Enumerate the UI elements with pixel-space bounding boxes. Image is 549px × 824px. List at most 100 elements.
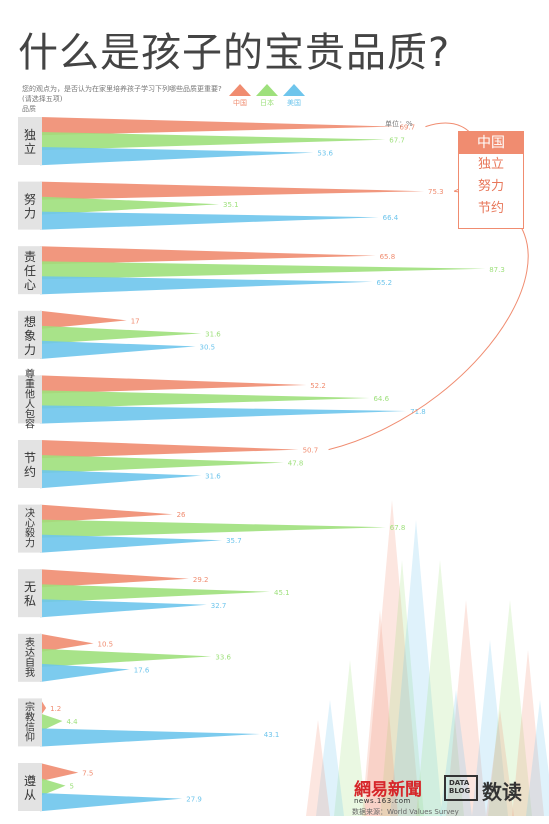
- legend-label: 中国: [233, 98, 247, 107]
- bar: [40, 340, 196, 359]
- value-label: 10.5: [98, 640, 114, 648]
- decorative-spike: [362, 610, 398, 816]
- value-label: 65.2: [377, 279, 393, 287]
- bar: [40, 470, 202, 489]
- value-label: 33.6: [215, 653, 231, 661]
- value-label: 45.1: [274, 589, 290, 597]
- value-label: 65.8: [380, 253, 396, 261]
- decorative-spike: [440, 690, 472, 816]
- question-line-1: 您的观点为，是否认为在家里培养孩子学习下列哪些品质更重要?: [22, 85, 222, 93]
- category-label: 想象力: [24, 314, 36, 357]
- value-label: 26: [177, 511, 186, 519]
- category-label: 遵从: [24, 773, 36, 802]
- value-label: 4.4: [66, 718, 78, 726]
- data-source: 数据来源：World Values Survey: [352, 808, 459, 816]
- bar: [40, 504, 173, 523]
- value-label: 32.7: [211, 602, 227, 610]
- datablog-logo: DATA BLOG: [444, 775, 478, 801]
- category-label-box: [18, 504, 42, 553]
- value-label: 7.5: [82, 770, 93, 778]
- bar: [40, 648, 212, 667]
- value-label: 64.6: [373, 395, 389, 403]
- datablog-line-1: DATA: [449, 779, 470, 787]
- value-label: 29.2: [193, 576, 209, 584]
- decorative-spike: [380, 560, 424, 816]
- value-label: 35.7: [226, 537, 242, 545]
- category-label: 独立: [24, 128, 36, 156]
- category-label-box: [18, 375, 42, 424]
- bar: [40, 569, 189, 588]
- decorative-spike: [486, 710, 514, 816]
- decorative-spike: [334, 660, 366, 816]
- category-label: 尊重他人包容: [25, 367, 35, 430]
- category-label: 决心毅力: [25, 508, 35, 550]
- bar: [40, 778, 66, 797]
- china-top3-box: 中国 独立 努力 节约: [458, 131, 524, 229]
- category-label-box: [18, 763, 42, 811]
- category-label: 表达自我: [25, 636, 35, 679]
- labels-layer: 独立 69.7 67.7 53.6 努力 75.3 35.1 66.4 责任心 65.8 87.3 6…: [18, 117, 505, 811]
- value-label: 67.7: [389, 137, 405, 145]
- bar: [40, 211, 379, 230]
- bar: [40, 310, 127, 329]
- bar: [40, 633, 94, 652]
- category-label-box: [18, 698, 42, 747]
- value-label: 50.7: [303, 447, 319, 455]
- category-label-box: [18, 569, 42, 618]
- value-label: 30.5: [200, 343, 216, 351]
- category-label-box: [18, 310, 42, 359]
- netease-url: news.163.com: [354, 797, 411, 805]
- decorative-spike: [364, 500, 420, 816]
- value-label: 43.1: [264, 731, 280, 739]
- chart-title: 什么是孩子的宝贵品质?: [18, 30, 451, 76]
- category-label: 努力: [24, 192, 36, 221]
- bar: [40, 147, 314, 166]
- value-label: 71.8: [410, 408, 426, 416]
- bar: [40, 455, 284, 474]
- bar: [40, 117, 396, 136]
- bar: [40, 375, 307, 394]
- bar: [40, 390, 370, 409]
- legend-swatch: [283, 84, 305, 96]
- china-top3-item-1: 独立: [477, 157, 504, 172]
- china-top3-item-2: 努力: [477, 179, 504, 194]
- value-label: 66.4: [383, 214, 399, 222]
- bar: [40, 599, 207, 618]
- bar: [40, 276, 373, 295]
- value-label: 67.8: [390, 524, 406, 532]
- legend-swatch: [229, 84, 251, 96]
- value-label: 31.6: [205, 473, 221, 481]
- bar: [40, 519, 386, 538]
- decorative-spike: [390, 520, 442, 816]
- bar: [40, 793, 183, 812]
- bar: [40, 728, 260, 747]
- bar: [40, 713, 63, 732]
- bar: [40, 534, 223, 553]
- legend-label: 日本: [260, 98, 274, 107]
- category-label-box: [18, 246, 42, 295]
- category-label-box: [18, 117, 42, 165]
- value-label: 69.7: [399, 124, 415, 132]
- shudu-logo: 数读: [482, 780, 522, 804]
- value-label: 1.2: [50, 705, 61, 713]
- bar: [40, 261, 486, 280]
- decorative-spike: [416, 560, 464, 816]
- bars-layer: [40, 117, 486, 812]
- decorative-spike: [316, 700, 344, 816]
- decorative-spike: [306, 720, 330, 816]
- bar: [40, 196, 220, 215]
- bar: [40, 440, 299, 459]
- legend: 中国 日本 美国: [229, 84, 305, 107]
- value-label: 27.9: [186, 796, 202, 804]
- unit-label: 单位：%: [385, 119, 413, 128]
- bar: [40, 763, 79, 782]
- netease-news-logo: 網易新聞: [354, 780, 422, 800]
- value-label: 17.6: [134, 666, 150, 674]
- datablog-line-2: BLOG: [449, 787, 471, 795]
- footer-logos: 網易新聞 news.163.com DATA BLOG 数读 数据来源：Worl…: [352, 775, 542, 816]
- value-label: 31.6: [205, 330, 221, 338]
- value-label: 75.3: [428, 188, 444, 196]
- decorative-spike: [446, 600, 486, 816]
- bar: [40, 663, 130, 682]
